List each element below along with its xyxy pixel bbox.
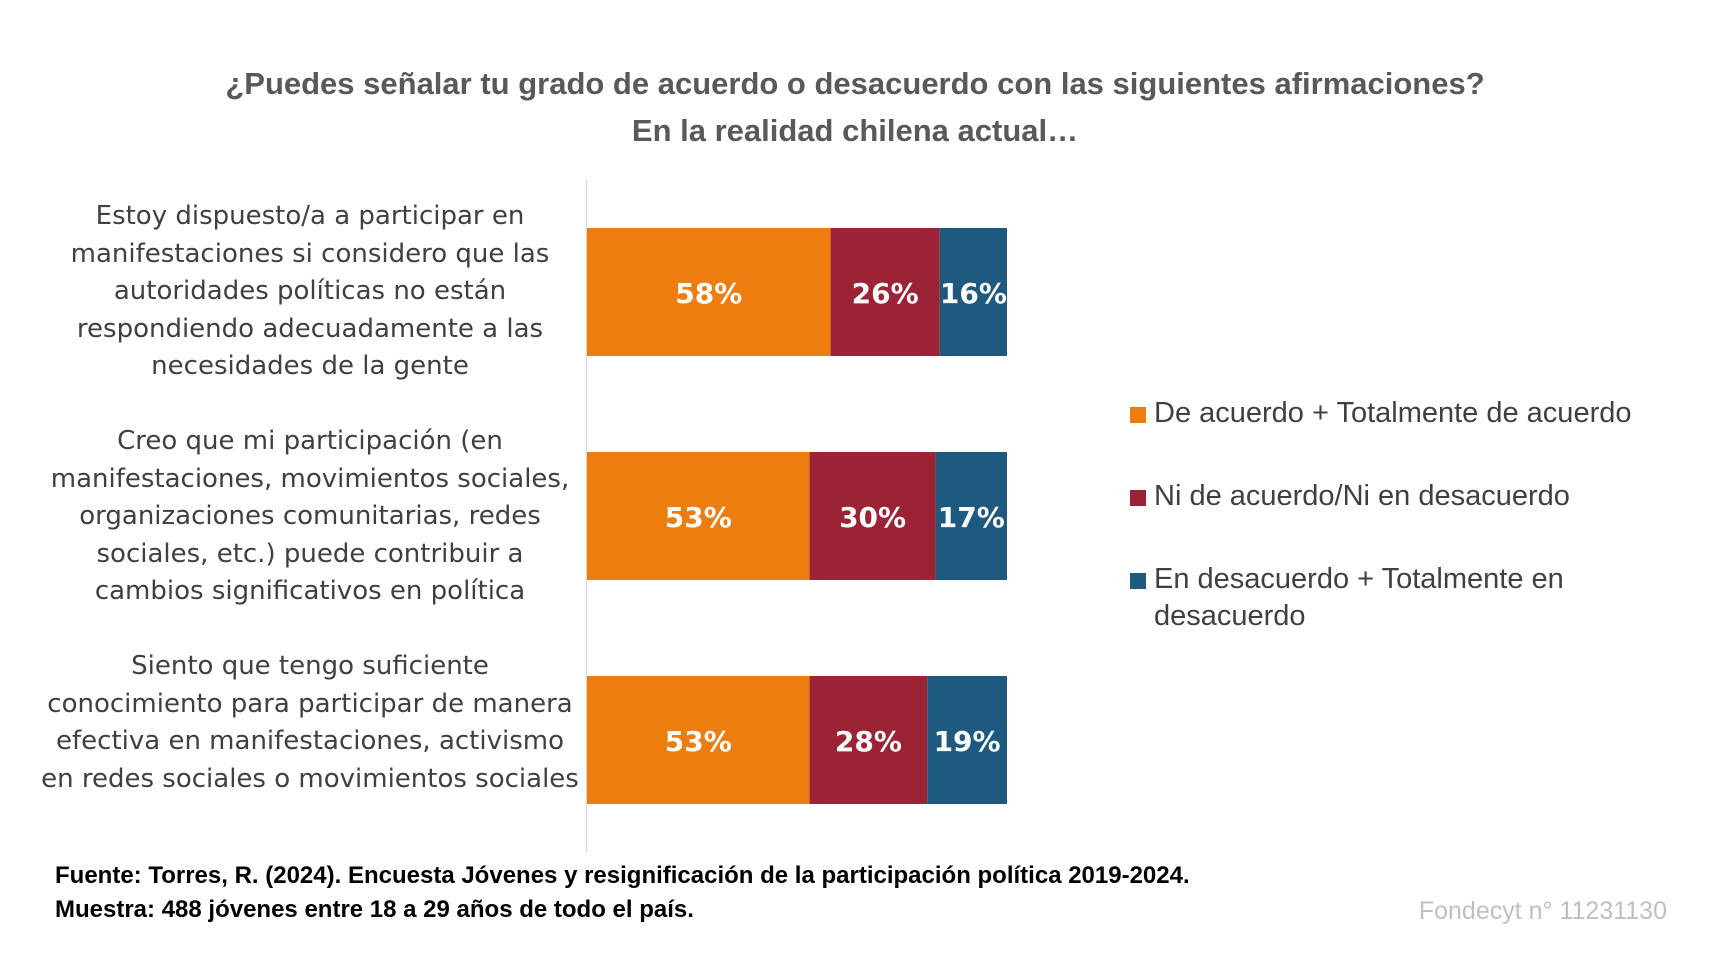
bar-agree-2 bbox=[587, 452, 810, 580]
data-label-agree-2: 53% bbox=[665, 501, 732, 534]
data-label-neutral-3: 28% bbox=[835, 725, 902, 758]
source-note: Fuente: Torres, R. (2024). Encuesta Jóve… bbox=[55, 862, 1190, 889]
data-label-neutral-1: 26% bbox=[852, 277, 919, 310]
bar-neutral-3 bbox=[809, 676, 928, 804]
legend-label-disagree: En desacuerdo + Totalmente en desacuerdo bbox=[1154, 563, 1564, 632]
chart-title: ¿Puedes señalar tu grado de acuerdo o de… bbox=[225, 66, 1485, 101]
legend-label-agree: De acuerdo + Totalmente de acuerdo bbox=[1154, 397, 1632, 429]
data-label-agree-3: 53% bbox=[665, 725, 732, 758]
data-label-disagree-2: 17% bbox=[938, 501, 1005, 534]
data-label-disagree-1: 16% bbox=[940, 277, 1007, 310]
bar-disagree-1 bbox=[939, 228, 1007, 356]
legend-swatch-agree bbox=[1130, 407, 1146, 423]
chart-subtitle: En la realidad chilena actual… bbox=[631, 113, 1079, 148]
legend-swatch-neutral bbox=[1130, 490, 1146, 506]
legend-swatch-disagree bbox=[1130, 573, 1146, 589]
bar-disagree-2 bbox=[935, 452, 1007, 580]
bar-neutral-1 bbox=[830, 228, 940, 356]
bar-agree-3 bbox=[587, 676, 810, 804]
category-label-1: Estoy dispuesto/a a participar en manife… bbox=[70, 201, 550, 381]
sample-note: Muestra: 488 jóvenes entre 18 a 29 años … bbox=[55, 896, 694, 923]
category-label-3: Siento que tengo suficiente conocimiento… bbox=[41, 651, 579, 794]
data-label-neutral-2: 30% bbox=[839, 501, 906, 534]
category-label-2: Creo que mi participación (en manifestac… bbox=[50, 426, 570, 606]
data-label-disagree-3: 19% bbox=[934, 725, 1001, 758]
bar-agree-1 bbox=[587, 228, 831, 356]
data-label-agree-1: 58% bbox=[675, 277, 742, 310]
grant-note: Fondecyt n° 11231130 bbox=[1418, 897, 1667, 925]
bars-group: 58% 26% 16% 53% 30% 17% 53% 28% 19% bbox=[587, 228, 1007, 804]
bar-disagree-3 bbox=[927, 676, 1007, 804]
bar-neutral-2 bbox=[809, 452, 936, 580]
legend-label-neutral: Ni de acuerdo/Ni en desacuerdo bbox=[1154, 480, 1570, 512]
